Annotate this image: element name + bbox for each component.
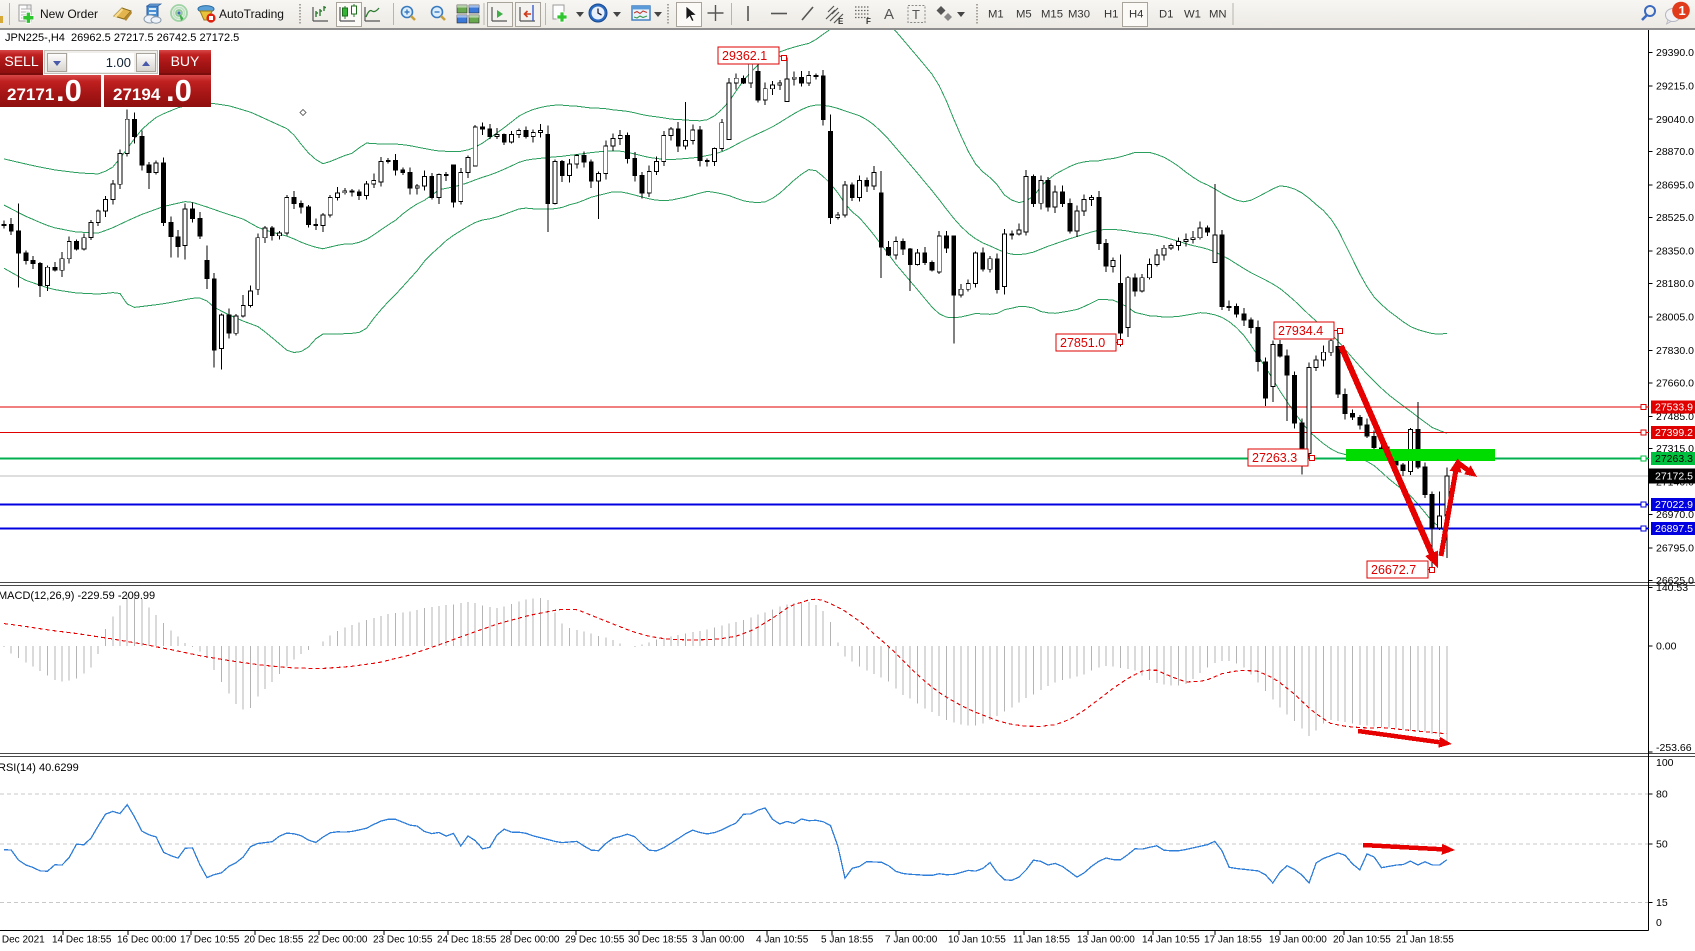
svg-text:26970.0: 26970.0 (1656, 509, 1694, 521)
svg-text:28 Dec 00:00: 28 Dec 00:00 (500, 935, 560, 946)
svg-text:27934.4: 27934.4 (1278, 324, 1323, 338)
svg-text:27660.0: 27660.0 (1656, 377, 1694, 389)
svg-text:27485.0: 27485.0 (1656, 411, 1694, 423)
svg-text:20 Jan 10:55: 20 Jan 10:55 (1333, 935, 1391, 946)
svg-text:New Order: New Order (40, 7, 98, 21)
svg-text:11 Jan 18:55: 11 Jan 18:55 (1013, 935, 1071, 946)
svg-text:14 Dec 18:55: 14 Dec 18:55 (52, 935, 112, 946)
svg-text:28180.0: 28180.0 (1656, 278, 1694, 290)
svg-text:27172.5: 27172.5 (1655, 470, 1693, 482)
svg-text:20 Dec 18:55: 20 Dec 18:55 (244, 935, 304, 946)
svg-text:AutoTrading: AutoTrading (219, 7, 284, 21)
svg-text:M1: M1 (988, 9, 1004, 21)
svg-text:26795.0: 26795.0 (1656, 543, 1694, 555)
svg-text:29390.0: 29390.0 (1656, 47, 1694, 59)
svg-text:27830.0: 27830.0 (1656, 345, 1694, 357)
svg-text:14 Jan 10:55: 14 Jan 10:55 (1142, 935, 1200, 946)
svg-text:28870.0: 28870.0 (1656, 146, 1694, 158)
svg-text:1: 1 (1679, 3, 1686, 18)
svg-text:21 Jan 18:55: 21 Jan 18:55 (1396, 935, 1454, 946)
svg-text:50: 50 (1656, 839, 1668, 851)
svg-text:3 Jan 00:00: 3 Jan 00:00 (692, 935, 745, 946)
svg-text:27399.2: 27399.2 (1655, 427, 1693, 439)
svg-text:27851.0: 27851.0 (1060, 336, 1105, 350)
svg-text:MN: MN (1209, 9, 1227, 21)
svg-text:E: E (838, 17, 844, 26)
svg-text:17 Dec 10:55: 17 Dec 10:55 (180, 935, 240, 946)
svg-text:28695.0: 28695.0 (1656, 180, 1694, 192)
svg-text:RSI(14) 40.6299: RSI(14) 40.6299 (0, 762, 79, 774)
svg-text:26897.5: 26897.5 (1655, 523, 1693, 535)
svg-text:100: 100 (1656, 757, 1674, 769)
svg-text:-253.66: -253.66 (1656, 742, 1692, 754)
svg-text:28525.0: 28525.0 (1656, 212, 1694, 224)
svg-text:13 Jan 00:00: 13 Jan 00:00 (1077, 935, 1135, 946)
svg-text:29040.0: 29040.0 (1656, 114, 1694, 126)
svg-text:28005.0: 28005.0 (1656, 311, 1694, 323)
svg-text:0: 0 (1656, 917, 1662, 929)
svg-text:30 Dec 18:55: 30 Dec 18:55 (628, 935, 688, 946)
svg-text:24 Dec 18:55: 24 Dec 18:55 (437, 935, 497, 946)
svg-text:80: 80 (1656, 789, 1668, 801)
svg-text:22 Dec 00:00: 22 Dec 00:00 (308, 935, 368, 946)
svg-text:29362.1: 29362.1 (722, 49, 767, 63)
svg-text:F: F (866, 17, 871, 26)
svg-text:JPN225-,H4 26962.5 27217.5 26: JPN225-,H4 26962.5 27217.5 26742.5 27172… (5, 32, 239, 44)
svg-text:5 Jan 18:55: 5 Jan 18:55 (821, 935, 874, 946)
svg-text:10 Jan 10:55: 10 Jan 10:55 (948, 935, 1006, 946)
svg-text:26672.7: 26672.7 (1371, 563, 1416, 577)
svg-text:29215.0: 29215.0 (1656, 80, 1694, 92)
svg-text:19 Jan 00:00: 19 Jan 00:00 (1269, 935, 1327, 946)
svg-text:0.00: 0.00 (1656, 641, 1677, 653)
svg-text:28350.0: 28350.0 (1656, 246, 1694, 258)
svg-text:M15: M15 (1041, 9, 1063, 21)
svg-text:29 Dec 10:55: 29 Dec 10:55 (565, 935, 625, 946)
svg-text:D1: D1 (1159, 9, 1173, 21)
svg-text:T: T (912, 7, 920, 22)
svg-text:16 Dec 00:00: 16 Dec 00:00 (117, 935, 177, 946)
svg-text:M30: M30 (1068, 9, 1090, 21)
svg-text:27533.9: 27533.9 (1655, 401, 1693, 413)
svg-text:26625.0: 26625.0 (1656, 575, 1694, 587)
svg-text:27263.3: 27263.3 (1252, 451, 1297, 465)
svg-text:140.53: 140.53 (1656, 582, 1688, 594)
svg-text:17 Jan 18:55: 17 Jan 18:55 (1204, 935, 1262, 946)
svg-text:MACD(12,26,9) -229.59 -209.99: MACD(12,26,9) -229.59 -209.99 (0, 590, 155, 602)
svg-text:23 Dec 10:55: 23 Dec 10:55 (373, 935, 433, 946)
svg-text:7 Jan 00:00: 7 Jan 00:00 (885, 935, 938, 946)
svg-text:4 Jan 10:55: 4 Jan 10:55 (756, 935, 809, 946)
svg-text:M5: M5 (1016, 9, 1032, 21)
svg-text:27022.9: 27022.9 (1655, 499, 1693, 511)
svg-text:H4: H4 (1129, 9, 1143, 21)
svg-text:15: 15 (1656, 897, 1668, 909)
svg-text:W1: W1 (1184, 9, 1201, 21)
svg-text:H1: H1 (1104, 9, 1118, 21)
svg-text:27263.3: 27263.3 (1655, 453, 1693, 465)
svg-text:A: A (884, 6, 894, 23)
svg-text:13 Dec 2021: 13 Dec 2021 (0, 935, 45, 946)
